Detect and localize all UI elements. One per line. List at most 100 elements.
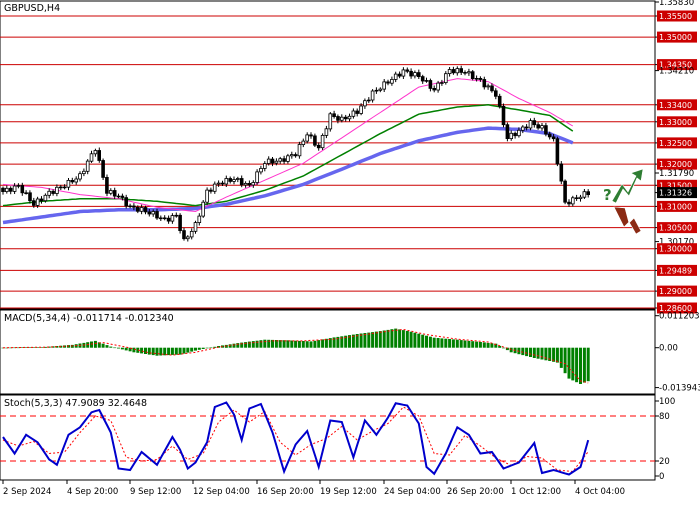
candle-body (205, 189, 209, 203)
macd-bar (51, 346, 55, 348)
macd-bar (536, 347, 540, 359)
candle-body (370, 90, 375, 101)
candle-body (386, 81, 390, 84)
candle-body (532, 120, 537, 126)
price-axis-label: 1.30170 (659, 238, 694, 248)
x-axis-label: 4 Sep 20:00 (67, 487, 118, 497)
macd-bar (486, 342, 490, 348)
candle-body (66, 179, 71, 188)
candle-body (270, 158, 275, 164)
candle-body (524, 126, 529, 129)
macd-bar (263, 339, 267, 348)
candle-body (382, 81, 386, 90)
price-axis-label: 1.30000 (659, 245, 692, 254)
macd-bar (32, 347, 36, 348)
candle-body (324, 128, 329, 136)
candle-body (266, 158, 271, 164)
macd-bar (113, 347, 117, 349)
candle-body (166, 217, 171, 222)
price-axis-label: 1.35500 (659, 12, 692, 21)
candle-body (474, 78, 479, 80)
macd-bar (471, 341, 475, 348)
price-axis-label: 1.31500 (659, 181, 692, 190)
macd-bar (167, 347, 171, 356)
macd-bar (286, 340, 290, 348)
candle-body (128, 205, 132, 208)
macd-bar (93, 340, 97, 348)
macd-bar (340, 336, 344, 348)
candle-body (328, 113, 333, 130)
price-axis-label: 1.29000 (659, 287, 692, 296)
macd-bar (47, 346, 51, 348)
macd-bar (444, 338, 448, 348)
candle-body (297, 144, 302, 157)
candle-body (185, 236, 190, 240)
candle-body (567, 201, 571, 205)
current-price-badge (657, 187, 697, 199)
macd-bar (413, 332, 417, 348)
level-badge (657, 179, 697, 191)
macd-bar (267, 339, 271, 348)
macd-bar (190, 347, 194, 352)
candle-body (378, 88, 383, 91)
macd-bar (378, 331, 382, 348)
x-axis-label: 4 Oct 04:00 (575, 487, 625, 497)
level-badge (657, 264, 697, 276)
macd-bar (351, 334, 355, 348)
candle-body (521, 126, 525, 131)
macd-bar (251, 341, 255, 348)
macd-bar (255, 340, 259, 348)
ma-fast-line (2, 78, 574, 213)
candle-body (301, 140, 306, 146)
candle-body (251, 182, 256, 186)
candle-body (493, 90, 498, 97)
macd-bar (425, 335, 428, 348)
level-badge (657, 10, 697, 22)
candle-body (74, 178, 79, 183)
candle-body (355, 110, 359, 114)
candle-body (555, 138, 560, 165)
macd-bar (213, 346, 217, 348)
candle-body (216, 182, 221, 185)
price-title: GBPUSD,H4 (4, 3, 60, 14)
candle-body (132, 205, 136, 208)
level-badge (657, 200, 697, 212)
macd-bar (124, 347, 128, 351)
candle-body (239, 178, 244, 186)
macd-bar (201, 347, 205, 349)
candle-body (5, 187, 9, 193)
candle-body (278, 158, 282, 162)
macd-bar (348, 335, 351, 348)
x-axis-label: 2 Sep 2024 (3, 487, 51, 497)
macd-bar (271, 339, 274, 348)
macd-bar (505, 347, 509, 351)
candle-body (578, 196, 583, 199)
macd-bar (529, 347, 532, 357)
macd-bar (128, 347, 132, 352)
candle-body (517, 129, 521, 137)
candle-body (540, 125, 544, 129)
macd-bar (9, 347, 13, 349)
macd-bar (182, 347, 186, 354)
macd-bar (101, 343, 105, 348)
macd-bar (305, 341, 309, 348)
stoch-signal-line (2, 406, 589, 473)
candle-body (413, 72, 417, 77)
macd-bar (170, 347, 174, 355)
candle-body (424, 80, 429, 82)
macd-bar (436, 338, 440, 348)
candle-body (339, 116, 344, 121)
candle-body (243, 182, 248, 186)
macd-title: MACD(5,34,4) -0.011714 -0.012340 (4, 313, 174, 324)
macd-bar (394, 328, 398, 348)
macd-bar (244, 342, 248, 348)
x-axis-label: 24 Sep 04:00 (384, 487, 441, 497)
candle-body (170, 215, 175, 222)
price-axis-label: 1.28600 (659, 304, 692, 313)
macd-bar (563, 347, 567, 374)
candle-body (70, 179, 75, 183)
candle-body (235, 178, 240, 180)
price-axis-label: 1.31000 (659, 202, 692, 211)
macd-bar (579, 347, 582, 384)
